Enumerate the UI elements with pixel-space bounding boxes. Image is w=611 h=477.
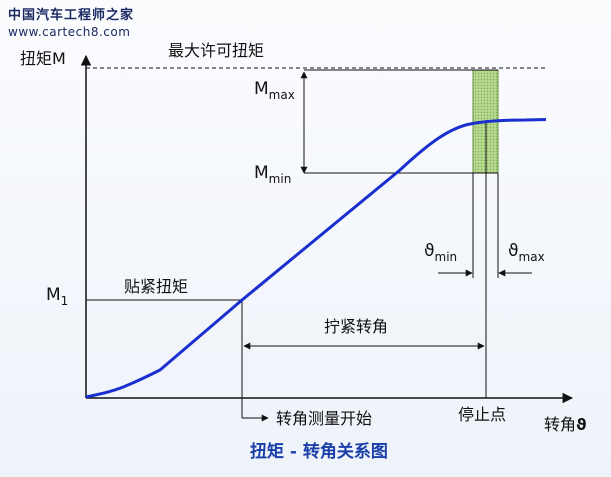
watermark-url: www.cartech8.com: [8, 25, 131, 39]
theta-min-label: ϑmin: [424, 241, 457, 264]
stop-point-label: 停止点: [458, 405, 506, 424]
max-allowed-torque-label: 最大许可扭矩: [168, 41, 264, 60]
snug-torque-label: 贴紧扭矩: [124, 277, 188, 296]
tightening-angle-label: 拧紧转角: [324, 317, 388, 336]
m1-label: M1: [46, 285, 68, 308]
watermark: 中国汽车工程师之家 www.cartech8.com: [8, 4, 134, 39]
watermark-site-name: 中国汽车工程师之家: [8, 8, 135, 23]
torque-curve: [85, 118, 547, 399]
y-axis-label: 扭矩M: [20, 49, 66, 68]
angle-measure-start-label: 转角测量开始: [276, 409, 372, 428]
theta-max-label: ϑmax: [508, 241, 545, 264]
m-min-label: Mmin: [254, 163, 291, 186]
diagram-caption: 扭矩 - 转角关系图: [250, 441, 388, 462]
m-max-label: Mmax: [254, 79, 295, 102]
x-axis-label: 转角ϑ: [544, 415, 587, 434]
